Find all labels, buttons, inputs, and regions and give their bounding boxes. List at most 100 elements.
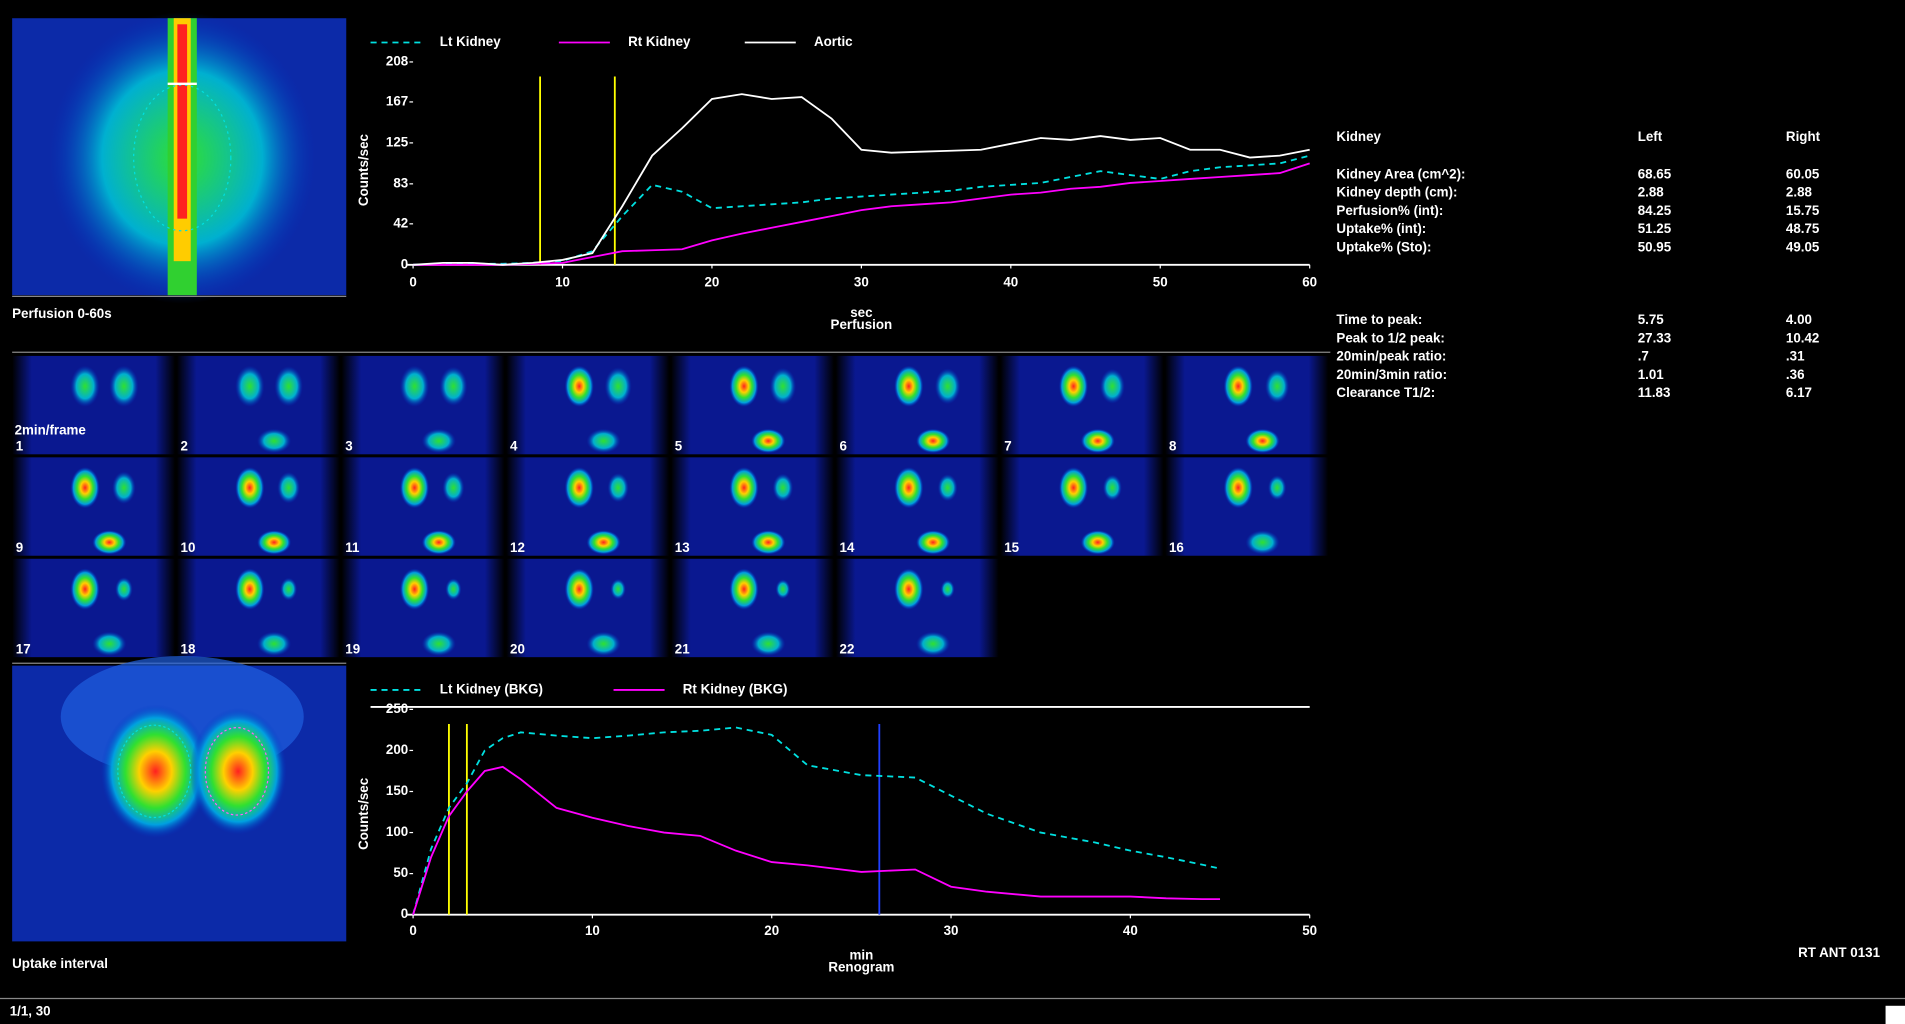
- kidney-blob: [773, 474, 793, 502]
- perfusion-image: [12, 12, 346, 304]
- x-tick-label: 30: [854, 275, 869, 290]
- frame-number: 1: [16, 439, 24, 454]
- kidney-blob: [605, 367, 632, 405]
- bladder-blob: [257, 429, 291, 453]
- table-value: 49.05: [1786, 239, 1820, 254]
- table-value: 60.05: [1786, 166, 1820, 181]
- frame-number: 22: [840, 641, 855, 656]
- bladder-blob: [587, 530, 621, 554]
- table-label: 20min/3min ratio:: [1336, 367, 1447, 382]
- bladder-blob: [587, 632, 621, 656]
- table-value: 5.75: [1638, 312, 1665, 327]
- legend-label: Lt Kidney: [440, 34, 501, 49]
- kidney-blob: [235, 467, 264, 508]
- kidney-blob: [115, 577, 132, 601]
- table-value: 2.88: [1638, 185, 1665, 200]
- kidney-blob: [274, 366, 302, 406]
- kidney-blob: [1265, 369, 1289, 403]
- legend-label: Rt Kidney (BKG): [683, 681, 788, 696]
- kidney-blob: [235, 366, 264, 407]
- kidney-blob: [776, 579, 791, 598]
- kidney-blob: [935, 368, 961, 404]
- kidney-blob: [280, 578, 297, 601]
- x-tick-label: 10: [555, 275, 570, 290]
- frame-number: 11: [345, 540, 360, 555]
- table-value: 11.83: [1638, 385, 1671, 400]
- screen: Perfusion 0-60s 123456789101112131415161…: [0, 0, 1905, 1024]
- kidney-blob: [235, 568, 264, 609]
- y-tick-label: 100: [386, 824, 408, 839]
- table-label: Uptake% (Sto):: [1336, 239, 1431, 254]
- view-label: RT ANT 0131: [1798, 945, 1880, 960]
- kidney-blob: [442, 473, 464, 503]
- y-tick-label: 200: [386, 742, 408, 757]
- kidney-blob: [1059, 366, 1088, 407]
- bladder-blob: [1081, 530, 1115, 554]
- table-value: .31: [1786, 349, 1805, 364]
- kidney-blob: [608, 473, 629, 502]
- x-tick-label: 10: [585, 923, 600, 938]
- kidney-blob: [565, 366, 594, 407]
- kidney-blob: [729, 467, 758, 508]
- kidney-blob: [400, 366, 429, 407]
- kidney-blob: [1103, 475, 1122, 501]
- kidney-blob: [938, 474, 958, 501]
- frames-label: 2min/frame: [15, 423, 86, 438]
- uptake-label: Uptake interval: [12, 956, 108, 971]
- x-tick-label: 40: [1003, 275, 1018, 290]
- y-tick-label: 208: [386, 53, 409, 68]
- kidney-blob: [1224, 366, 1253, 407]
- frame-number: 7: [1004, 439, 1011, 454]
- bladder-blob: [92, 632, 126, 656]
- table-header: Kidney: [1336, 129, 1381, 144]
- frame-number: 14: [840, 540, 855, 555]
- frame-number: 15: [1004, 540, 1019, 555]
- table-label: Perfusion% (int):: [1336, 203, 1443, 218]
- frame-number: 9: [16, 540, 23, 555]
- bladder-blob: [92, 530, 126, 554]
- kidney-blob: [1100, 369, 1125, 404]
- bladder-blob: [422, 632, 456, 656]
- kidney-blob: [400, 467, 429, 508]
- table-value: 50.95: [1638, 239, 1672, 254]
- table-value: 10.42: [1786, 330, 1819, 345]
- kidney-blob: [565, 568, 594, 609]
- kidney-blob: [440, 367, 468, 406]
- table-value: .7: [1638, 349, 1649, 364]
- uptake-image: [12, 656, 346, 941]
- y-tick-label: 83: [393, 175, 408, 190]
- table-label: Kidney depth (cm):: [1336, 185, 1457, 200]
- x-tick-label: 30: [944, 923, 959, 938]
- frame-number: 8: [1169, 439, 1177, 454]
- kidney-blob: [1268, 475, 1286, 500]
- frame-number: 5: [675, 439, 683, 454]
- x-tick-label: 20: [764, 923, 779, 938]
- perfusion-label: Perfusion 0-60s: [12, 306, 112, 321]
- frame-number: 10: [181, 540, 196, 555]
- bladder-blob: [1246, 429, 1280, 453]
- bladder-blob: [257, 632, 291, 656]
- kidney-blob: [109, 366, 138, 407]
- x-axis-sublabel: Renogram: [828, 960, 894, 975]
- frame-number: 21: [675, 641, 690, 656]
- frame-number: 20: [510, 641, 525, 656]
- bladder-blob: [916, 530, 950, 554]
- table-label: 20min/peak ratio:: [1336, 349, 1446, 364]
- resize-handle[interactable]: [1886, 1006, 1905, 1024]
- y-tick-label: 42: [393, 215, 408, 230]
- kidney-blob: [770, 368, 796, 405]
- table-label: Peak to 1/2 peak:: [1336, 330, 1444, 345]
- frame-number: 13: [675, 540, 690, 555]
- x-tick-label: 40: [1123, 923, 1138, 938]
- kidney-blob: [894, 467, 923, 508]
- y-axis-label: Counts/sec: [356, 133, 371, 206]
- x-tick-label: 50: [1153, 275, 1168, 290]
- table-label: Kidney Area (cm^2):: [1336, 166, 1465, 181]
- legend-label: Lt Kidney (BKG): [440, 681, 543, 696]
- frame-number: 6: [840, 439, 847, 454]
- y-tick-label: 167: [386, 93, 408, 108]
- bladder-blob: [751, 632, 785, 656]
- kidney-blob: [70, 568, 99, 609]
- bladder-blob: [916, 632, 950, 656]
- bladder-blob: [1246, 530, 1280, 554]
